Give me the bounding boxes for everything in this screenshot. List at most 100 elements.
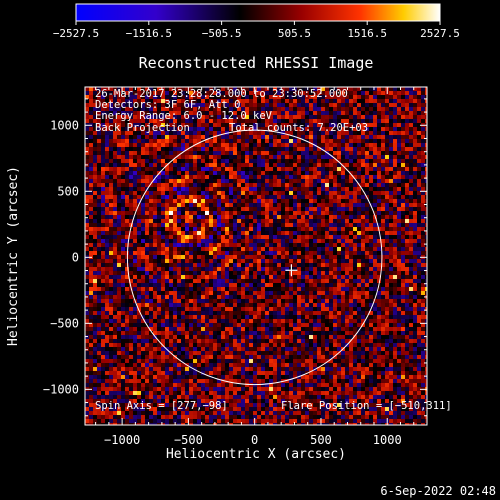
image-pixel	[241, 271, 245, 275]
image-pixel	[93, 251, 97, 255]
image-pixel	[293, 95, 297, 99]
image-pixel	[145, 151, 149, 155]
image-pixel	[253, 279, 257, 283]
image-pixel	[197, 107, 201, 111]
image-pixel	[261, 91, 265, 95]
image-pixel	[161, 215, 165, 219]
image-pixel	[341, 191, 345, 195]
image-pixel	[121, 183, 125, 187]
image-pixel	[237, 259, 241, 263]
image-pixel	[261, 247, 265, 251]
image-pixel	[93, 291, 97, 295]
image-pixel	[201, 267, 205, 271]
image-pixel	[241, 127, 245, 131]
image-pixel	[113, 119, 117, 123]
image-pixel	[165, 263, 169, 267]
image-pixel	[129, 299, 133, 303]
image-pixel	[109, 103, 113, 107]
image-pixel	[265, 259, 269, 263]
image-pixel	[133, 247, 137, 251]
image-pixel	[181, 263, 185, 267]
image-pixel	[381, 87, 385, 91]
image-pixel	[173, 131, 177, 135]
image-pixel	[173, 279, 177, 283]
image-pixel	[313, 231, 317, 235]
image-pixel	[305, 299, 309, 303]
image-pixel	[133, 195, 137, 199]
image-pixel	[325, 131, 329, 135]
image-pixel	[113, 143, 117, 147]
image-pixel	[301, 235, 305, 239]
image-pixel	[389, 299, 393, 303]
image-pixel	[417, 187, 421, 191]
image-pixel	[337, 307, 341, 311]
image-pixel	[305, 163, 309, 167]
image-pixel	[225, 91, 229, 95]
image-pixel	[393, 207, 397, 211]
image-pixel	[205, 279, 209, 283]
image-pixel	[217, 119, 221, 123]
image-pixel	[285, 299, 289, 303]
image-pixel	[93, 211, 97, 215]
image-pixel	[157, 275, 161, 279]
image-pixel	[273, 287, 277, 291]
image-pixel	[97, 183, 101, 187]
image-pixel	[377, 103, 381, 107]
image-pixel	[265, 231, 269, 235]
image-pixel	[133, 283, 137, 287]
image-pixel	[425, 235, 427, 239]
image-pixel	[317, 271, 321, 275]
image-pixel	[413, 183, 417, 187]
image-pixel	[113, 159, 117, 163]
image-pixel	[245, 235, 249, 239]
image-pixel	[129, 119, 133, 123]
image-pixel	[93, 191, 97, 195]
image-pixel	[341, 251, 345, 255]
image-pixel	[337, 95, 341, 99]
image-pixel	[189, 179, 193, 183]
image-pixel	[193, 255, 197, 259]
image-pixel	[217, 215, 221, 219]
image-pixel	[109, 251, 113, 255]
image-pixel	[317, 207, 321, 211]
image-pixel	[233, 263, 237, 267]
image-pixel	[385, 291, 389, 295]
image-pixel	[297, 203, 301, 207]
image-pixel	[177, 155, 181, 159]
image-pixel	[133, 163, 137, 167]
image-pixel	[357, 143, 361, 147]
image-pixel	[345, 279, 349, 283]
image-pixel	[125, 195, 129, 199]
image-pixel	[89, 155, 93, 159]
image-pixel	[133, 295, 137, 299]
image-pixel	[349, 207, 353, 211]
image-pixel	[141, 311, 145, 315]
image-pixel	[161, 299, 165, 303]
image-pixel	[381, 235, 385, 239]
image-pixel	[365, 123, 369, 127]
image-pixel	[269, 299, 273, 303]
image-pixel	[113, 127, 117, 131]
image-pixel	[309, 295, 313, 299]
image-pixel	[193, 315, 197, 319]
image-pixel	[93, 187, 97, 191]
image-pixel	[277, 295, 281, 299]
image-pixel	[125, 91, 129, 95]
image-pixel	[325, 143, 329, 147]
image-pixel	[221, 139, 225, 143]
image-pixel	[205, 267, 209, 271]
image-pixel	[237, 287, 241, 291]
image-pixel	[301, 179, 305, 183]
image-pixel	[373, 303, 377, 307]
image-pixel	[345, 207, 349, 211]
image-pixel	[301, 259, 305, 263]
image-pixel	[253, 255, 257, 259]
image-pixel	[185, 119, 189, 123]
image-pixel	[105, 127, 109, 131]
image-pixel	[141, 223, 145, 227]
image-pixel	[349, 215, 353, 219]
image-pixel	[149, 307, 153, 311]
image-pixel	[333, 311, 337, 315]
image-pixel	[405, 247, 409, 251]
image-pixel	[213, 203, 217, 207]
